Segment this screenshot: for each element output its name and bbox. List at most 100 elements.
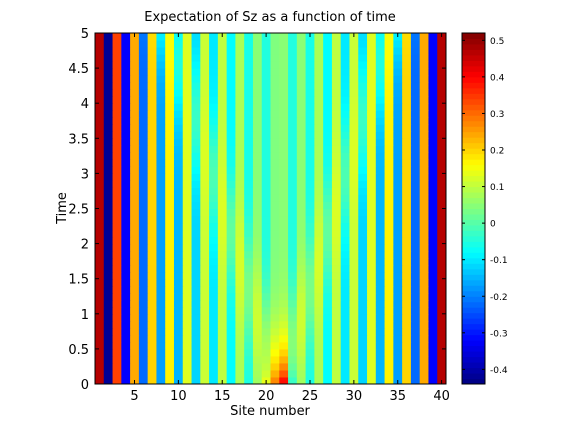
heatmap-cell (419, 271, 429, 280)
heatmap-cell (314, 110, 324, 118)
heatmap-cell (244, 278, 254, 287)
heatmap-cell (410, 299, 421, 308)
heatmap-cell (279, 271, 289, 280)
heatmap-cell (331, 61, 342, 69)
heatmap-cell (375, 33, 386, 41)
heatmap-cell (261, 201, 272, 209)
heatmap-cell (261, 68, 272, 76)
heatmap-cell (95, 131, 105, 139)
heatmap-cell (402, 47, 412, 55)
heatmap-cell (226, 33, 236, 41)
heatmap-cell (217, 180, 228, 188)
heatmap-cell (130, 243, 140, 252)
heatmap-cell (244, 306, 254, 315)
heatmap-cell (112, 376, 122, 385)
heatmap-cell (384, 201, 394, 209)
heatmap-cell (288, 369, 298, 378)
heatmap-cell (103, 376, 114, 385)
heatmap-cell (331, 285, 342, 294)
heatmap-cell (165, 145, 175, 153)
heatmap-cell (270, 187, 280, 195)
heatmap-cell (270, 320, 280, 329)
heatmap-cell (200, 362, 210, 371)
heatmap-cell (261, 152, 272, 160)
heatmap-cell (402, 180, 412, 188)
heatmap-cell (402, 117, 412, 125)
heatmap-cell (252, 327, 263, 336)
heatmap-cell (270, 250, 280, 259)
heatmap-cell (130, 68, 140, 76)
colorbar-segment (462, 213, 485, 220)
heatmap-cell (349, 166, 359, 174)
heatmap-cell (138, 47, 149, 55)
heatmap-cell (428, 180, 438, 188)
heatmap-cell (410, 222, 421, 231)
heatmap-cell (244, 40, 254, 48)
heatmap-cell (112, 68, 122, 76)
heatmap-cell (103, 68, 114, 76)
heatmap-cell (112, 222, 122, 231)
heatmap-cell (226, 194, 236, 202)
colorbar-segment (462, 334, 485, 341)
heatmap-cell (331, 313, 342, 322)
heatmap-cell (156, 299, 166, 308)
heatmap-cell (252, 334, 263, 343)
heatmap-cell (130, 117, 140, 125)
colorbar-segment (462, 131, 485, 138)
colorbar-ticks: 0.50.40.30.20.10-0.1-0.2-0.3-0.4 (462, 37, 508, 376)
heatmap-cell (349, 89, 359, 97)
heatmap-cell (340, 47, 350, 55)
heatmap-cell (121, 222, 131, 231)
heatmap-cell (217, 299, 228, 308)
heatmap-cell (95, 187, 105, 195)
heatmap-cell (402, 103, 412, 111)
heatmap-cell (375, 278, 386, 287)
heatmap-cell (182, 334, 193, 343)
heatmap-cell (367, 327, 377, 336)
heatmap-cell (112, 33, 122, 41)
heatmap-cell (367, 355, 377, 364)
heatmap-cell (235, 47, 245, 55)
heatmap-cell (156, 222, 166, 231)
heatmap-cell (173, 61, 184, 69)
heatmap-cell (252, 124, 263, 132)
heatmap-cell (279, 194, 289, 202)
heatmap-cell (112, 180, 122, 188)
heatmap-cell (419, 292, 429, 301)
heatmap-cell (244, 250, 254, 259)
heatmap-cell (191, 362, 201, 371)
heatmap-cell (261, 131, 272, 139)
heatmap-cell (296, 110, 307, 118)
heatmap-cell (156, 355, 166, 364)
heatmap-cell (296, 285, 307, 294)
heatmap-cell (323, 341, 333, 350)
heatmap-cell (314, 299, 324, 308)
heatmap-cell (235, 166, 245, 174)
heatmap-cell (121, 362, 131, 371)
colorbar-segment (462, 356, 485, 363)
heatmap-cell (191, 355, 201, 364)
heatmap-cell (138, 250, 149, 259)
heatmap-cell (103, 327, 114, 336)
heatmap-cell (428, 278, 438, 287)
heatmap-cell (252, 250, 263, 259)
heatmap-cell (182, 355, 193, 364)
heatmap-cell (410, 257, 421, 266)
heatmap-cell (296, 54, 307, 62)
heatmap-cell (314, 271, 324, 280)
heatmap-cell (402, 327, 412, 336)
heatmap-cell (130, 327, 140, 336)
heatmap-cell (252, 187, 263, 195)
heatmap-cell (358, 369, 368, 378)
heatmap-cell (165, 348, 175, 357)
heatmap-cell (419, 180, 429, 188)
heatmap-cell (95, 278, 105, 287)
heatmap-cell (182, 173, 193, 181)
heatmap-cell (314, 243, 324, 252)
heatmap-cell (261, 208, 272, 217)
heatmap-cell (112, 82, 122, 90)
heatmap-cell (367, 292, 377, 301)
heatmap-cell (156, 264, 166, 273)
heatmap-cell (200, 124, 210, 132)
heatmap-cell (305, 145, 315, 153)
